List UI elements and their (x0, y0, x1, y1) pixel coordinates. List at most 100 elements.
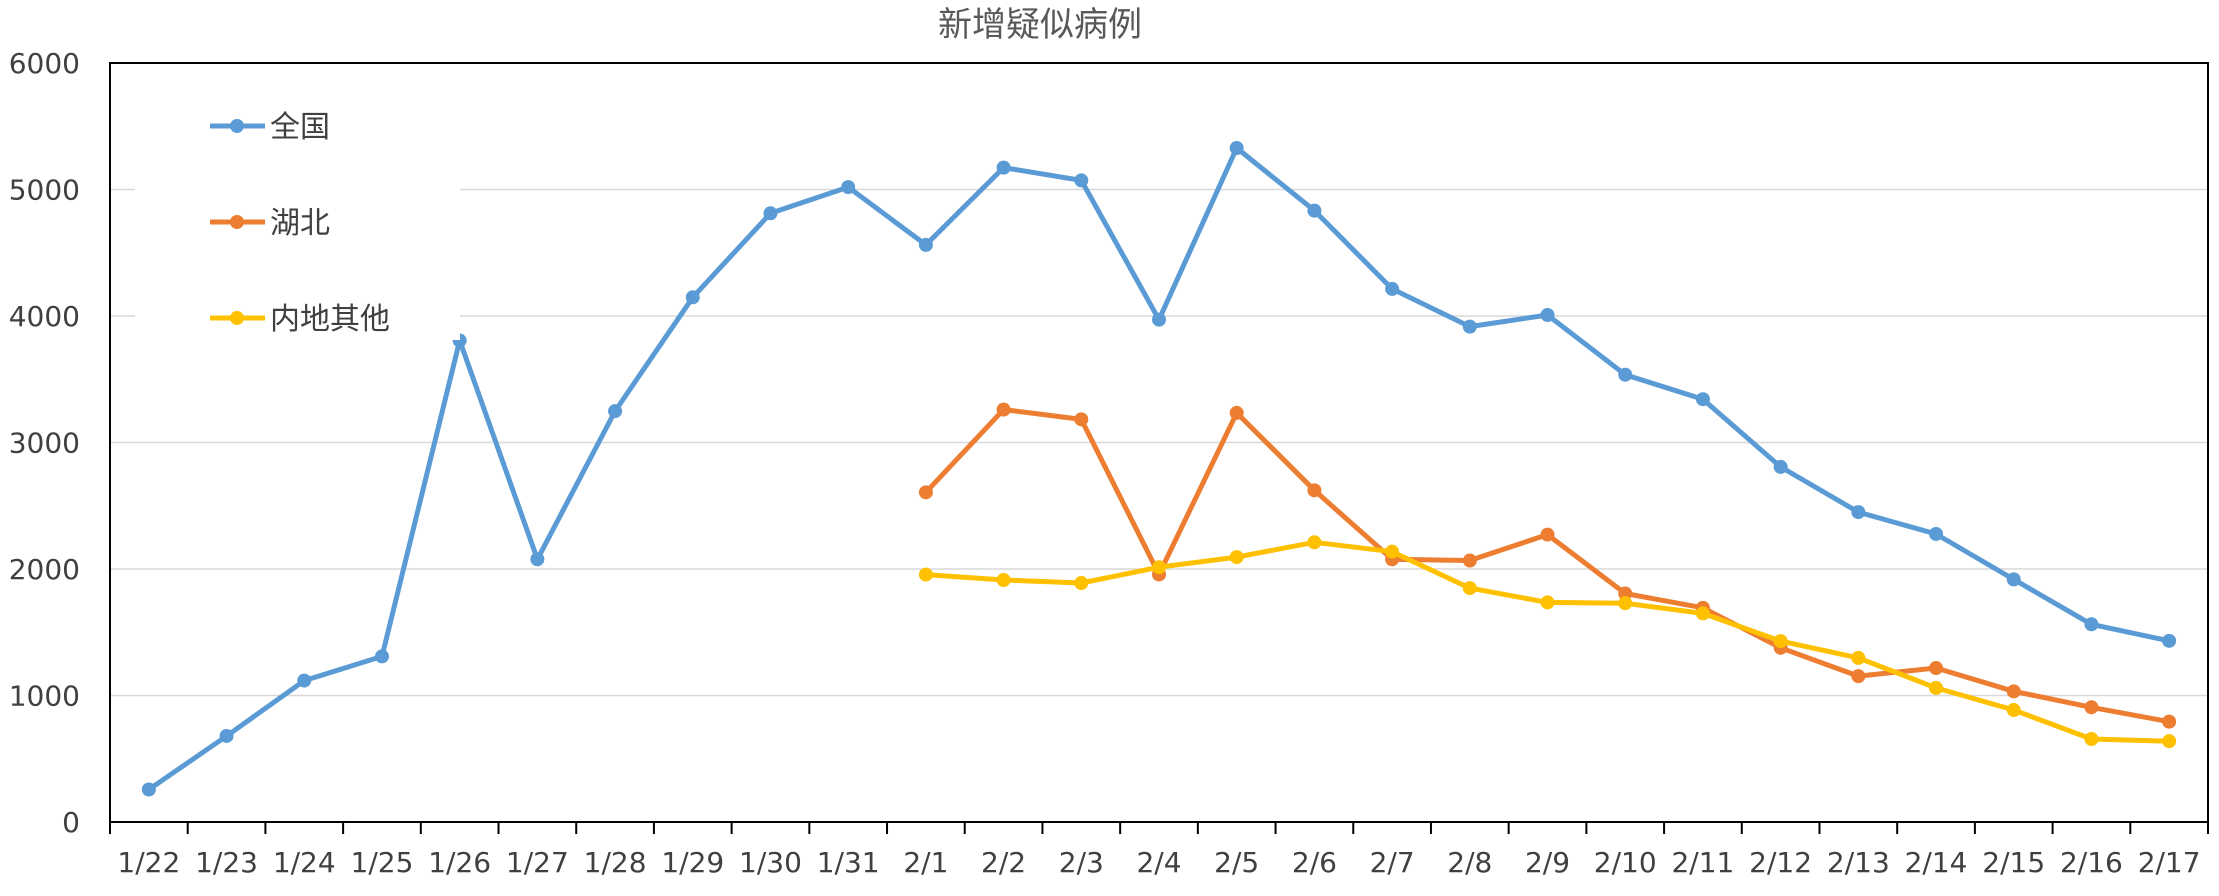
data-point (1307, 483, 1322, 498)
x-tick-label: 1/28 (584, 846, 647, 879)
data-point (1462, 581, 1477, 596)
x-tick-label: 2/16 (2060, 846, 2123, 879)
x-tick-label: 1/23 (195, 846, 258, 879)
data-point (2006, 703, 2021, 718)
y-tick-label: 0 (62, 806, 80, 839)
data-point (1385, 281, 1400, 296)
data-point (841, 180, 856, 195)
data-point (996, 573, 1011, 588)
x-tick-label: 1/22 (117, 846, 180, 879)
axes: 0 1000 2000 3000 4000 5000 6000 1/22 1/23 1/24 1/2… (9, 47, 2209, 879)
data-point (1695, 606, 1710, 621)
data-point (2084, 617, 2099, 632)
x-tick-label: 2/6 (1292, 846, 1337, 879)
data-point (2006, 572, 2021, 587)
x-tick-label: 2/3 (1059, 846, 1104, 879)
data-point (918, 485, 933, 500)
data-point (1462, 319, 1477, 334)
data-point (1540, 307, 1555, 322)
data-point (1773, 634, 1788, 649)
data-point (219, 728, 234, 743)
data-point (1773, 459, 1788, 474)
data-point (297, 673, 312, 688)
chart-title: 新增疑似病例 (938, 5, 1142, 45)
data-point (996, 402, 1011, 417)
x-tick-label: 2/13 (1827, 846, 1890, 879)
data-point (918, 237, 933, 252)
legend-label: 内地其他 (270, 302, 390, 337)
data-point (141, 782, 156, 797)
series-0 (141, 141, 2177, 797)
x-tick-label: 2/7 (1370, 846, 1415, 879)
y-tick-label: 4000 (9, 300, 80, 333)
x-tick-label: 1/30 (739, 846, 802, 879)
x-tick-label: 2/11 (1671, 846, 1734, 879)
data-point (1462, 553, 1477, 568)
x-tick-label: 2/9 (1525, 846, 1570, 879)
data-point (685, 290, 700, 305)
x-tick-label: 2/4 (1136, 846, 1181, 879)
data-point (2162, 714, 2177, 729)
data-point (1307, 203, 1322, 218)
x-tick-label: 1/26 (428, 846, 491, 879)
legend-label: 全国 (270, 110, 330, 145)
data-point (2006, 684, 2021, 699)
data-point (2084, 732, 2099, 747)
data-point (1540, 595, 1555, 610)
data-point (1851, 650, 1866, 665)
x-tick-label: 2/10 (1594, 846, 1657, 879)
data-point (608, 404, 623, 419)
data-point (1229, 550, 1244, 565)
x-tick-label: 1/24 (273, 846, 336, 879)
y-tick-label: 6000 (9, 47, 80, 80)
data-point (2162, 633, 2177, 648)
data-point (1929, 680, 1944, 695)
data-point (763, 206, 778, 221)
data-point (530, 552, 545, 567)
x-tick-label: 2/8 (1447, 846, 1492, 879)
data-point (1929, 526, 1944, 541)
data-point (1929, 661, 1944, 676)
y-tick-label: 5000 (9, 174, 80, 207)
legend-swatch-marker (230, 215, 244, 229)
data-point (2084, 700, 2099, 715)
data-point (1152, 560, 1166, 575)
data-point (1695, 392, 1710, 407)
data-point (1851, 669, 1866, 684)
x-tick-label: 2/17 (2138, 846, 2201, 879)
y-tick-label: 1000 (9, 680, 80, 713)
legend-swatch-marker (230, 119, 244, 133)
legend-box (135, 90, 460, 340)
data-point (374, 649, 389, 664)
x-tick-label: 2/5 (1214, 846, 1259, 879)
x-tick-label: 1/31 (817, 846, 880, 879)
x-tick-label: 1/27 (506, 846, 569, 879)
data-point (996, 160, 1011, 175)
x-tick-label: 1/25 (351, 846, 414, 879)
data-point (1229, 405, 1244, 420)
data-point (1618, 367, 1633, 382)
y-tick-label: 3000 (9, 427, 80, 460)
series-lines (141, 141, 2177, 797)
data-point (1152, 312, 1166, 327)
data-point (2162, 734, 2177, 749)
data-point (1074, 576, 1089, 591)
data-point (1074, 173, 1089, 188)
data-point (1385, 544, 1400, 559)
x-tick-label: 2/12 (1749, 846, 1812, 879)
data-point (1229, 141, 1244, 156)
data-point (918, 567, 933, 582)
series-2 (918, 535, 2177, 749)
data-point (1307, 535, 1322, 550)
data-point (1618, 596, 1633, 611)
x-tick-label: 2/15 (1982, 846, 2045, 879)
data-point (1074, 412, 1089, 427)
data-point (1540, 527, 1555, 542)
plot-frame (109, 62, 2209, 823)
data-point (1851, 505, 1866, 520)
legend-swatch-marker (230, 311, 244, 325)
y-tick-label: 2000 (9, 553, 80, 586)
x-tick-label: 2/2 (981, 846, 1026, 879)
